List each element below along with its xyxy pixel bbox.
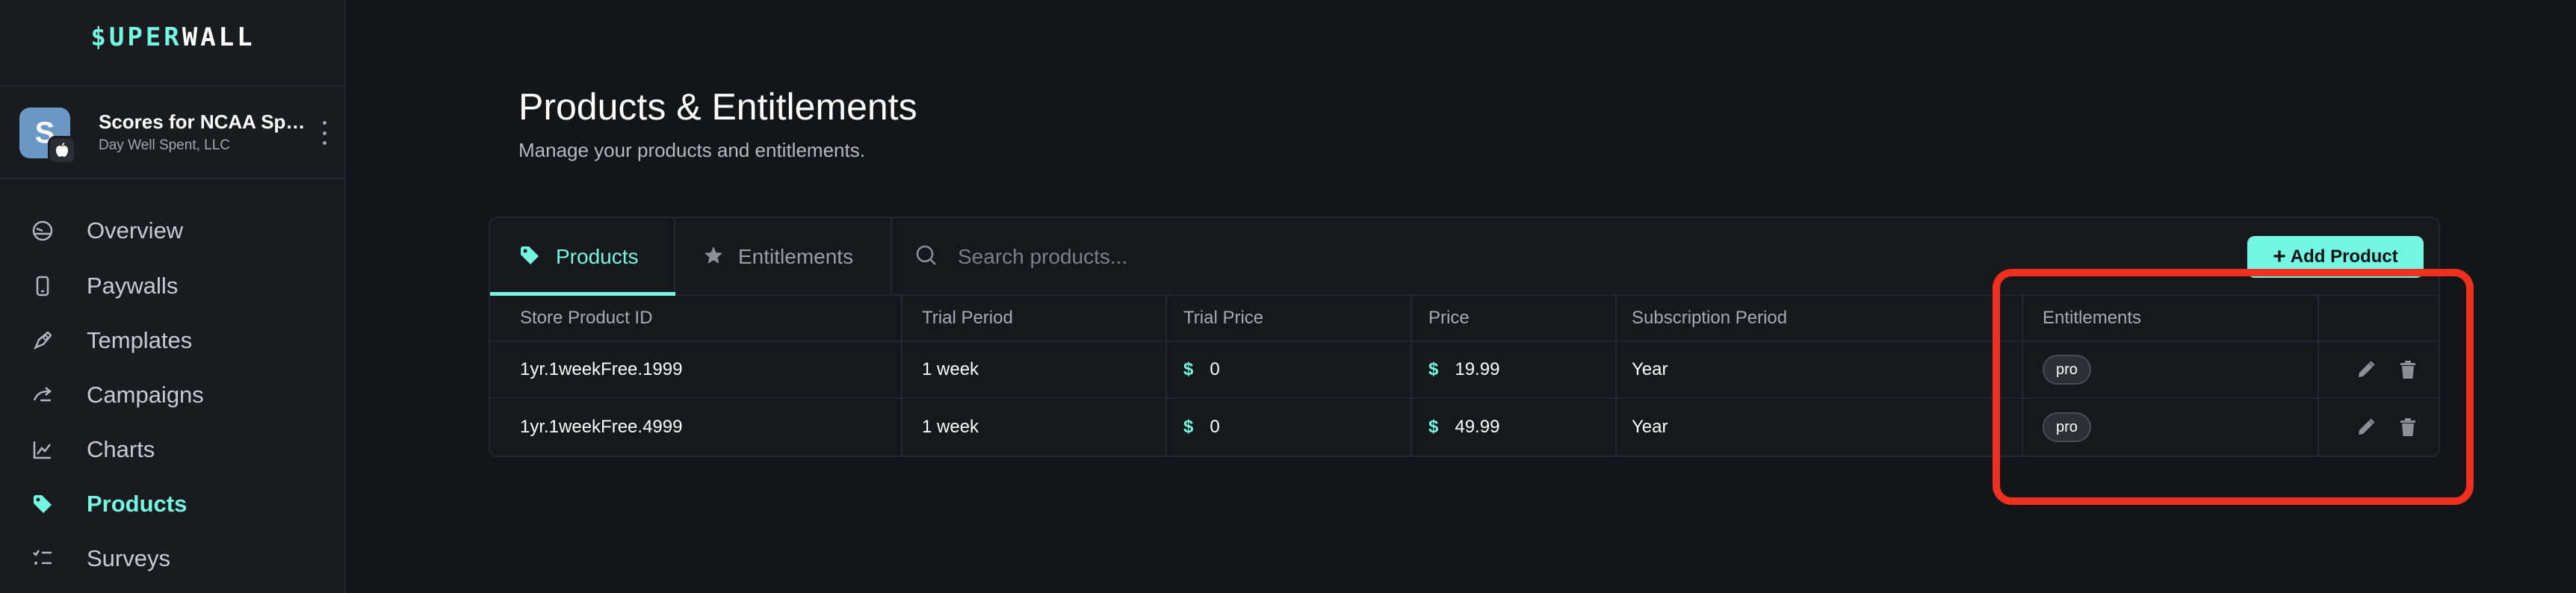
sidebar-item-surveys[interactable]: Surveys — [0, 536, 346, 581]
app-org: Day Well Spent, LLC — [99, 137, 231, 153]
sidebar-item-label: Campaigns — [87, 382, 204, 408]
trial-period-cell: 1 week — [902, 399, 1167, 456]
sidebar-item-label: Charts — [87, 436, 155, 462]
entitlements-cell: pro — [2023, 399, 2319, 456]
templates-icon — [30, 328, 55, 353]
superwall-logo[interactable]: $UPERWALL — [90, 22, 256, 52]
plus-icon: + — [2273, 244, 2286, 269]
campaigns-icon — [30, 382, 55, 408]
sidebar-item-products[interactable]: Products — [0, 482, 346, 527]
sidebar-item-charts[interactable]: Charts — [0, 427, 346, 472]
currency-symbol: $ — [1428, 417, 1439, 437]
edit-icon[interactable] — [2353, 415, 2379, 440]
sidebar-item-label: Overview — [87, 217, 184, 243]
trial-price-cell: $0 — [1167, 342, 1412, 397]
tab-bar: Products Entitlements + Add Product — [490, 218, 2439, 296]
product-id-cell: 1yr.1weekFree.1999 — [490, 342, 902, 397]
table-row[interactable]: 1yr.1weekFree.1999 1 week $0 $19.99 Year… — [490, 342, 2439, 399]
apple-icon — [48, 136, 76, 164]
tag-icon — [518, 244, 541, 270]
page-subtitle: Manage your products and entitlements. — [518, 139, 865, 161]
page-title: Products & Entitlements — [518, 86, 917, 128]
sidebar-item-campaigns[interactable]: Campaigns — [0, 373, 346, 417]
product-id-cell: 1yr.1weekFree.4999 — [490, 399, 902, 456]
actions-cell — [2319, 399, 2439, 456]
delete-icon[interactable] — [2395, 415, 2421, 440]
column-header[interactable]: Subscription Period — [1617, 296, 2023, 341]
charts-icon — [30, 437, 55, 462]
sidebar-divider — [0, 178, 346, 179]
entitlement-badge[interactable]: pro — [2043, 412, 2091, 442]
sidebar: $UPERWALL S Scores for NCAA Sports Day W… — [0, 0, 346, 593]
currency-symbol: $ — [1183, 417, 1194, 437]
trial-price-value: 0 — [1210, 359, 1220, 379]
price-value: 49.99 — [1455, 417, 1500, 437]
surveys-icon — [30, 546, 55, 571]
star-icon — [702, 244, 725, 270]
price-cell: $19.99 — [1412, 342, 1617, 397]
tab-label: Entitlements — [738, 245, 854, 268]
edit-icon[interactable] — [2353, 357, 2379, 382]
app-name: Scores for NCAA Sports — [99, 111, 312, 133]
subscription-period-cell: Year — [1617, 342, 2023, 397]
tag-icon — [30, 491, 55, 517]
overview-icon — [30, 218, 55, 243]
table-header: Store Product ID Trial Period Trial Pric… — [490, 296, 2439, 342]
price-value: 19.99 — [1455, 359, 1500, 379]
add-product-button[interactable]: + Add Product — [2247, 236, 2424, 278]
entitlements-cell: pro — [2023, 342, 2319, 397]
sidebar-item-label: Paywalls — [87, 273, 179, 299]
actions-cell — [2319, 342, 2439, 397]
entitlement-badge[interactable]: pro — [2043, 355, 2091, 385]
add-product-label: Add Product — [2290, 246, 2398, 267]
tab-label: Products — [556, 245, 639, 268]
actions-header — [2319, 296, 2439, 341]
search-icon — [914, 243, 938, 271]
trial-price-cell: $0 — [1167, 399, 1412, 456]
currency-symbol: $ — [1183, 359, 1194, 379]
sidebar-item-label: Templates — [87, 327, 193, 353]
column-header[interactable]: Trial Period — [902, 296, 1167, 341]
subscription-period-cell: Year — [1617, 399, 2023, 456]
sidebar-item-label: Surveys — [87, 545, 170, 571]
sidebar-item-templates[interactable]: Templates — [0, 318, 346, 363]
column-header[interactable]: Trial Price — [1167, 296, 1412, 341]
tab-entitlements[interactable]: Entitlements — [675, 218, 892, 296]
tab-products[interactable]: Products — [490, 218, 675, 296]
sidebar-item-label: Products — [87, 491, 188, 517]
trial-price-value: 0 — [1210, 417, 1220, 437]
search-input[interactable] — [958, 245, 1481, 269]
delete-icon[interactable] — [2395, 357, 2421, 382]
price-cell: $49.99 — [1412, 399, 1617, 456]
currency-symbol: $ — [1428, 359, 1439, 379]
trial-period-cell: 1 week — [902, 342, 1167, 397]
more-options-icon[interactable] — [318, 118, 330, 148]
column-header[interactable]: Store Product ID — [490, 296, 902, 341]
active-tab-indicator — [490, 292, 675, 296]
app-switcher[interactable]: S Scores for NCAA Sports Day Well Spent,… — [0, 88, 346, 178]
sidebar-item-overview[interactable]: Overview — [0, 208, 346, 253]
products-panel: Products Entitlements + Add Product Stor… — [489, 217, 2440, 457]
table-row[interactable]: 1yr.1weekFree.4999 1 week $0 $49.99 Year… — [490, 399, 2439, 456]
column-header[interactable]: Entitlements — [2023, 296, 2319, 341]
search-bar — [914, 218, 1587, 296]
sidebar-divider — [0, 85, 346, 87]
column-header[interactable]: Price — [1412, 296, 1617, 341]
paywalls-icon — [30, 273, 55, 299]
sidebar-item-paywalls[interactable]: Paywalls — [0, 264, 346, 308]
app-icon: S — [19, 108, 70, 158]
